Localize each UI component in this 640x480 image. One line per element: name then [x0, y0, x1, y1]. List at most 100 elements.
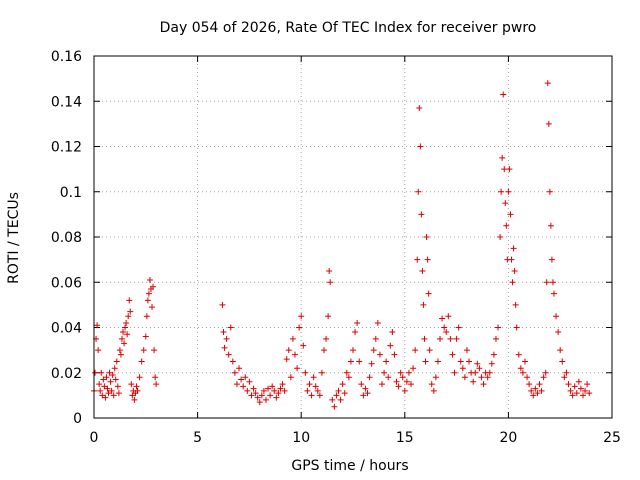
data-point-marker [244, 387, 251, 394]
data-point-marker [111, 365, 118, 372]
data-point-marker [117, 351, 124, 358]
data-point-marker [335, 387, 342, 394]
data-point-marker [555, 329, 562, 336]
data-point-marker [308, 392, 315, 399]
data-point-marker [447, 335, 454, 342]
data-point-marker [150, 283, 157, 290]
data-point-marker [283, 356, 290, 363]
data-point-marker [419, 267, 426, 274]
data-point-marker [422, 358, 429, 365]
data-point-marker [432, 374, 439, 381]
data-point-marker [94, 322, 101, 329]
data-point-marker [358, 381, 365, 388]
data-point-marker [142, 333, 149, 340]
data-point-marker [563, 369, 570, 376]
data-point-marker [129, 392, 136, 399]
data-point-marker [512, 301, 519, 308]
data-point-marker [300, 342, 307, 349]
data-point-marker [502, 200, 509, 207]
data-point-marker [579, 392, 586, 399]
data-point-marker [511, 267, 518, 274]
data-point-marker [298, 313, 305, 320]
data-point-marker [484, 374, 491, 381]
data-point-marker [470, 378, 477, 385]
data-point-marker [463, 347, 470, 354]
data-point-marker [106, 369, 113, 376]
data-point-marker [306, 381, 313, 388]
data-point-marker [219, 301, 226, 308]
data-point-marker [498, 188, 505, 195]
data-point-marker [107, 378, 114, 385]
data-point-marker [360, 392, 367, 399]
data-point-marker [408, 381, 415, 388]
data-point-marker [262, 396, 269, 403]
data-point-marker [530, 392, 537, 399]
data-point-marker [577, 385, 584, 392]
data-point-marker [145, 290, 152, 297]
x-tick-label: 5 [193, 430, 202, 446]
data-point-marker [428, 381, 435, 388]
data-point-marker [417, 143, 424, 150]
data-point-marker [443, 329, 450, 336]
data-point-marker [256, 399, 263, 406]
data-point-marker [532, 385, 539, 392]
data-point-marker [534, 390, 541, 397]
data-point-marker [227, 324, 234, 331]
data-point-marker [260, 387, 267, 394]
data-point-marker [565, 381, 572, 388]
data-point-marker [441, 324, 448, 331]
data-point-marker [412, 347, 419, 354]
data-point-marker [273, 394, 280, 401]
data-point-marker [354, 319, 361, 326]
data-point-marker [121, 340, 128, 347]
data-point-marker [294, 365, 301, 372]
data-point-marker [416, 105, 423, 112]
data-point-marker [466, 358, 473, 365]
data-point-marker [553, 313, 560, 320]
data-point-marker [114, 383, 121, 390]
y-tick-label: 0.14 [51, 94, 82, 110]
data-point-marker [389, 329, 396, 336]
data-point-marker [240, 383, 247, 390]
data-point-marker [153, 381, 160, 388]
y-tick-label: 0.06 [51, 275, 82, 291]
data-point-marker [109, 372, 116, 379]
data-point-marker [233, 381, 240, 388]
data-point-marker [136, 374, 143, 381]
data-point-marker [582, 387, 589, 394]
data-point-marker [415, 188, 422, 195]
data-point-marker [540, 374, 547, 381]
data-point-marker [507, 211, 514, 218]
data-point-marker [127, 308, 134, 315]
data-point-marker [151, 347, 158, 354]
data-point-marker [248, 392, 255, 399]
data-point-marker [144, 297, 151, 304]
data-point-marker [97, 387, 104, 394]
data-point-marker [152, 374, 159, 381]
data-point-marker [423, 234, 430, 240]
y-tick-label: 0.12 [51, 140, 82, 156]
data-point-marker [236, 365, 243, 372]
data-point-marker [296, 324, 303, 331]
data-point-marker [362, 385, 369, 392]
data-point-marker [118, 335, 125, 342]
data-point-marker [116, 347, 123, 354]
data-points [91, 80, 593, 410]
data-point-marker [287, 374, 294, 381]
data-point-marker [250, 385, 257, 392]
data-point-marker [112, 376, 119, 383]
data-point-marker [397, 369, 404, 376]
data-point-marker [370, 347, 377, 354]
data-point-marker [391, 351, 398, 358]
data-point-marker [528, 387, 535, 394]
x-tick-label: 15 [396, 430, 414, 446]
y-tick-label: 0 [73, 411, 82, 427]
data-point-marker [418, 211, 425, 218]
data-point-marker [352, 329, 359, 336]
x-tick-label: 0 [90, 430, 99, 446]
y-tick-label: 0.08 [51, 230, 82, 246]
data-point-marker [316, 392, 323, 399]
data-point-marker [291, 351, 298, 358]
data-point-marker [538, 387, 545, 394]
